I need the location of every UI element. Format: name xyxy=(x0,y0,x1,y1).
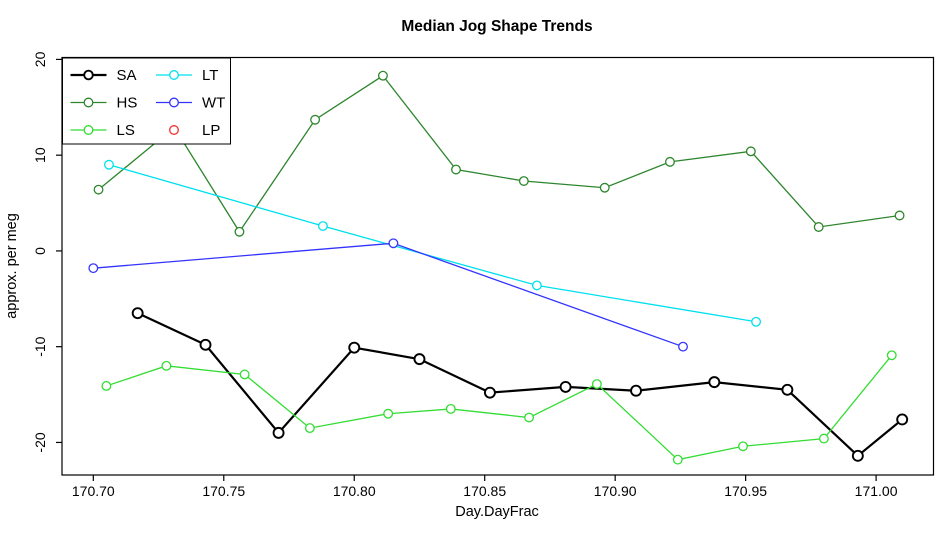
data-point-LS xyxy=(239,369,250,380)
legend-label-SA: SA xyxy=(117,67,137,84)
data-point-HS xyxy=(234,226,245,237)
series-line-LS xyxy=(106,354,893,461)
data-point-LS xyxy=(672,454,683,465)
data-point-LS xyxy=(445,403,456,414)
y-tick-label: -20 xyxy=(32,432,48,452)
legend-label-HS: HS xyxy=(117,95,138,112)
data-point-SA xyxy=(851,449,864,462)
legend-marker-SA xyxy=(83,69,94,81)
data-point-LT xyxy=(104,159,114,170)
plot-frame xyxy=(61,56,935,476)
data-point-LS xyxy=(101,380,112,391)
x-axis-label: Day.DayFrac xyxy=(455,504,539,520)
chart-title: Median Jog Shape Trends xyxy=(401,18,592,35)
series-line-SA xyxy=(137,312,903,458)
x-tick-label: 170.75 xyxy=(202,483,245,499)
data-point-LS xyxy=(886,350,897,361)
legend-marker-HS xyxy=(83,97,94,108)
data-point-SA xyxy=(131,307,144,320)
y-tick-label: 20 xyxy=(32,51,48,67)
y-tick-label: 10 xyxy=(32,147,48,163)
plot-area: 170.70 170.75 170.80 170.85 170.90 170.95 171.… xyxy=(32,51,935,499)
y-tick-label: -10 xyxy=(32,336,48,356)
data-point-SA xyxy=(630,384,642,397)
data-point-WT xyxy=(88,263,99,274)
data-point-HS xyxy=(451,164,461,175)
x-tick-label: 170.85 xyxy=(463,483,506,499)
series-line-LT xyxy=(108,164,757,323)
data-point-HS xyxy=(894,210,905,221)
data-point-SA xyxy=(348,341,361,354)
data-point-SA xyxy=(272,426,285,439)
data-point-WT xyxy=(388,238,399,249)
data-point-LS xyxy=(161,360,172,371)
data-point-LS xyxy=(383,408,394,419)
legend-label-WT: WT xyxy=(202,95,225,112)
data-point-HS xyxy=(93,184,104,195)
data-point-HS xyxy=(377,70,388,81)
legend-label-LT: LT xyxy=(202,67,218,84)
legend-marker-LP xyxy=(169,125,179,135)
data-point-HS xyxy=(665,156,675,167)
x-tick-label: 170.80 xyxy=(333,483,376,499)
data-point-LS xyxy=(524,412,535,423)
data-point-WT xyxy=(678,341,688,352)
data-point-LS xyxy=(818,433,829,444)
x-tick-label: 170.90 xyxy=(594,483,637,499)
data-point-HS xyxy=(599,182,610,193)
data-point-LT xyxy=(751,316,762,327)
data-point-SA xyxy=(413,353,426,366)
data-point-LT xyxy=(531,280,542,291)
data-point-HS xyxy=(745,146,756,157)
data-point-SA xyxy=(559,380,572,393)
legend-label-LP: LP xyxy=(202,122,220,139)
legend-marker-WT xyxy=(169,97,179,108)
data-point-LS xyxy=(591,379,602,389)
x-tick-label: 170.95 xyxy=(724,483,767,499)
legend-marker-LS xyxy=(83,125,94,135)
y-tick-label: 0 xyxy=(32,247,48,255)
data-point-SA xyxy=(483,386,496,399)
data-point-SA xyxy=(708,376,721,389)
legend-marker-LT xyxy=(169,70,179,80)
legend-label-LS: LS xyxy=(117,122,135,139)
x-tick-label: 171.00 xyxy=(855,483,898,499)
data-point-LT xyxy=(317,221,328,231)
data-point-SA xyxy=(199,338,212,351)
series-line-HS xyxy=(98,74,900,233)
data-point-LS xyxy=(304,423,315,434)
x-tick-label: 170.70 xyxy=(72,483,115,499)
data-point-LS xyxy=(738,441,748,452)
data-point-HS xyxy=(518,176,529,186)
data-point-HS xyxy=(813,222,824,232)
data-point-SA xyxy=(896,413,909,426)
y-axis-label: approx. per meg xyxy=(4,213,20,319)
data-point-SA xyxy=(781,383,794,396)
data-point-HS xyxy=(310,114,321,125)
